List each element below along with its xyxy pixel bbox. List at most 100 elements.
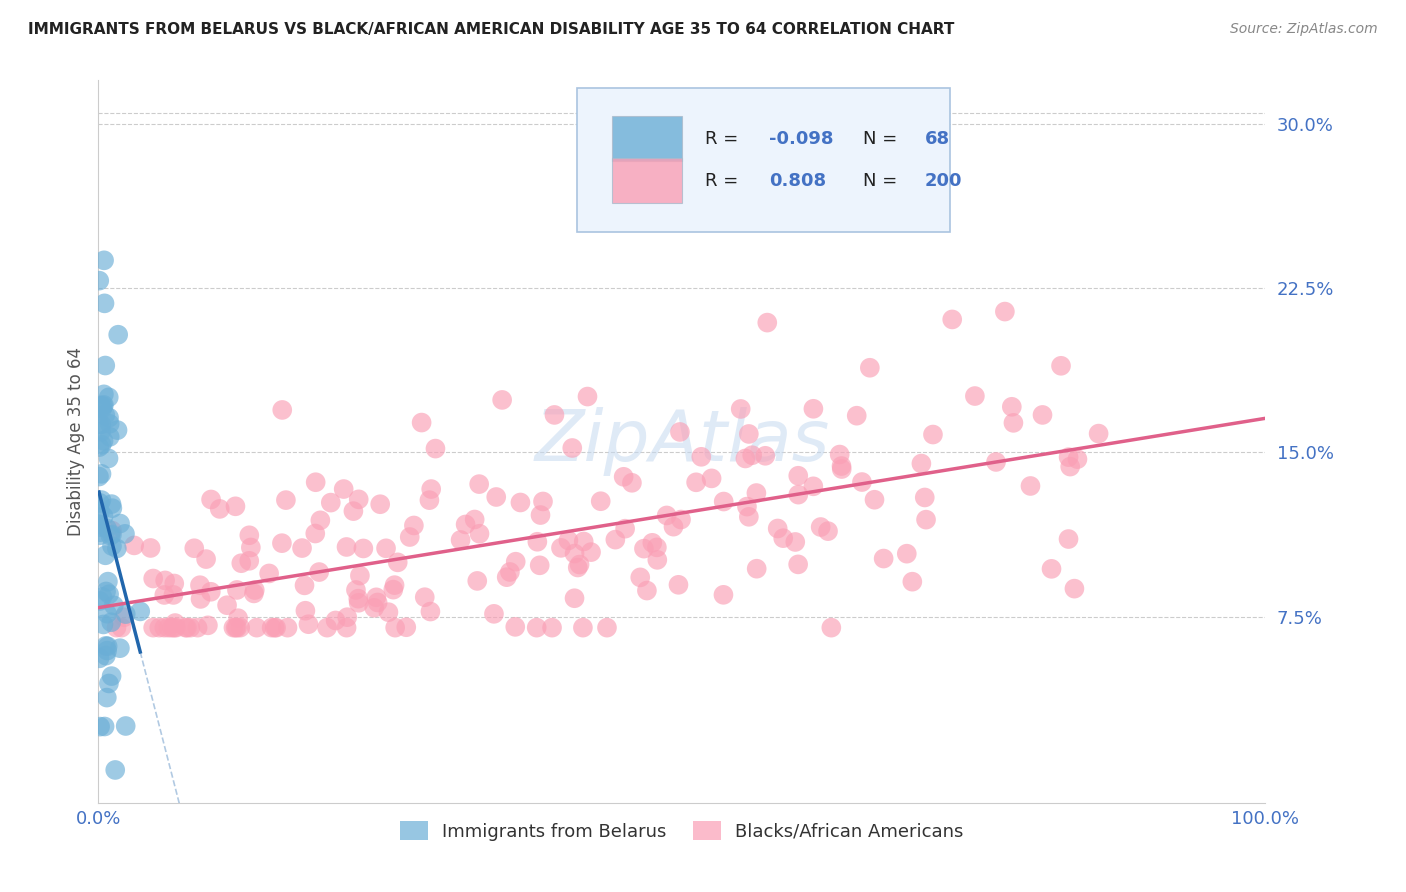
Point (395, 620, 418, 634)
Point (153, 574, 176, 588)
Point (195, 552, 218, 566)
Point (831, 462, 853, 476)
Point (157, 621, 180, 635)
Point (787, 468, 810, 483)
Point (745, 486, 768, 500)
Point (93, 398, 115, 412)
Point (450, 533, 472, 547)
Point (335, 621, 357, 635)
Point (91, 401, 114, 416)
Point (735, 500, 758, 514)
Bar (612, 158, 682, 203)
Point (398, 530, 420, 544)
Y-axis label: Disability Age 35 to 64: Disability Age 35 to 64 (66, 347, 84, 536)
Point (104, 763, 127, 777)
Point (690, 450, 713, 464)
Point (308, 565, 330, 579)
Point (347, 596, 370, 610)
Point (859, 360, 882, 375)
Point (142, 572, 165, 586)
Text: R =: R = (706, 172, 744, 190)
Point (264, 621, 287, 635)
Point (526, 621, 548, 635)
Point (613, 470, 636, 484)
Point (200, 492, 222, 507)
Point (425, 442, 447, 456)
Point (872, 551, 894, 566)
Point (160, 621, 183, 635)
Point (402, 518, 425, 533)
Point (98, 430, 121, 444)
Point (297, 617, 319, 632)
Point (271, 536, 294, 550)
Point (614, 522, 637, 536)
Point (557, 533, 579, 548)
Point (772, 531, 794, 545)
Point (633, 541, 655, 556)
Point (101, 539, 124, 553)
Point (738, 426, 761, 441)
Point (620, 475, 643, 490)
Text: Source: ZipAtlas.com: Source: ZipAtlas.com (1230, 22, 1378, 37)
Point (741, 448, 763, 462)
Point (294, 604, 316, 618)
Text: IMMIGRANTS FROM BELARUS VS BLACK/AFRICAN AMERICAN DISABILITY AGE 35 TO 64 CORREL: IMMIGRANTS FROM BELARUS VS BLACK/AFRICAN… (28, 22, 955, 37)
Point (89, 720, 111, 734)
Legend: Immigrants from Belarus, Blacks/African Americans: Immigrants from Belarus, Blacks/African … (394, 814, 970, 848)
Point (332, 482, 354, 496)
Point (162, 588, 184, 602)
Point (589, 494, 612, 508)
Point (576, 390, 599, 404)
Point (766, 521, 789, 535)
Point (529, 508, 551, 522)
Point (754, 449, 776, 463)
Point (915, 513, 938, 527)
Point (89, 274, 111, 288)
Point (108, 516, 131, 531)
Point (93, 509, 115, 524)
Point (485, 490, 508, 504)
Point (90, 417, 112, 432)
Point (922, 427, 945, 442)
Point (260, 621, 283, 635)
Point (636, 583, 658, 598)
Point (98, 587, 121, 601)
Point (787, 488, 810, 502)
Point (387, 555, 409, 569)
Bar (612, 117, 682, 161)
Point (90, 438, 112, 452)
Point (817, 524, 839, 538)
Point (246, 621, 269, 635)
Point (801, 479, 824, 493)
Point (183, 541, 205, 556)
Point (384, 578, 406, 592)
Point (114, 607, 136, 621)
Point (142, 621, 165, 635)
Text: R =: R = (706, 130, 744, 148)
Point (419, 605, 441, 619)
Point (344, 582, 367, 597)
Point (89, 520, 111, 534)
Point (529, 558, 551, 573)
Point (163, 621, 186, 635)
Point (828, 448, 851, 462)
Point (294, 578, 316, 592)
Point (1066, 452, 1088, 467)
Point (94, 639, 117, 653)
Point (112, 610, 135, 624)
Point (174, 621, 197, 635)
Point (464, 512, 486, 526)
Point (226, 611, 249, 625)
Point (1031, 408, 1053, 422)
Point (420, 482, 443, 496)
Point (96, 607, 118, 621)
Point (291, 541, 314, 555)
Point (785, 535, 807, 549)
Point (100, 615, 122, 630)
Point (550, 541, 572, 555)
Point (114, 527, 136, 541)
Point (187, 621, 209, 635)
Point (568, 558, 591, 572)
Text: ZipAtlas: ZipAtlas (534, 407, 830, 476)
Point (96, 643, 118, 657)
